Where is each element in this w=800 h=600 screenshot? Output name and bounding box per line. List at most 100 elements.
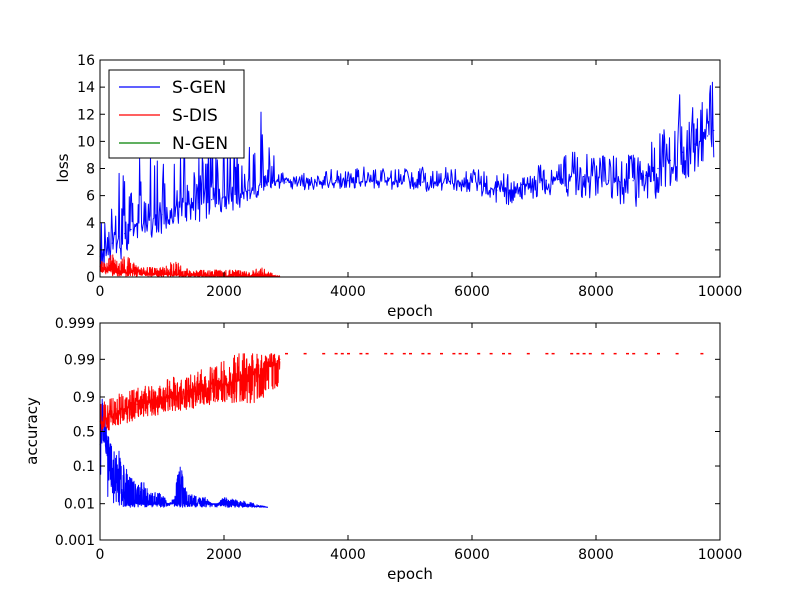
loss-series-s-gen-point: [322, 181, 324, 183]
accuracy-series-s-gen-point: [167, 503, 169, 505]
accuracy-series-s-dis-point: [105, 417, 107, 419]
accuracy-series-s-gen-point: [192, 503, 194, 505]
loss-series-s-gen-point: [409, 181, 411, 183]
loss-series-s-gen-point: [118, 235, 120, 237]
legend: S-GEN S-DIS N-GEN: [108, 69, 245, 159]
loss-series-s-gen-point: [496, 189, 498, 191]
loss-series-s-gen-point: [273, 180, 275, 182]
loss-series-s-dis-point: [211, 275, 213, 277]
loss-series-s-gen-point: [124, 233, 126, 235]
loss-y-tick-label: 12: [77, 107, 95, 123]
loss-series-s-gen-point: [161, 214, 163, 216]
accuracy-series-s-gen-point: [211, 503, 213, 505]
legend-label-n-gen: N-GEN: [172, 134, 228, 154]
loss-series-s-gen-point: [545, 180, 548, 182]
loss-series-s-gen-point: [136, 224, 138, 227]
legend-label-s-gen: S-GEN: [172, 78, 226, 98]
loss-series-s-gen-point: [645, 174, 647, 176]
loss-y-tick-label: 16: [77, 53, 95, 69]
accuracy-series-s-gen-point: [114, 485, 117, 487]
loss-y-tick-label: 10: [77, 134, 95, 150]
accuracy-series-s-dis-point: [273, 365, 275, 367]
loss-series-s-gen-point: [310, 181, 312, 183]
accuracy-x-tick-label: 8000: [578, 547, 614, 563]
accuracy-series-s-dis-noise: [99, 353, 281, 432]
loss-series-s-gen-point: [372, 180, 374, 182]
loss-series-s-gen-point: [266, 181, 268, 183]
loss-y-tick-label: 2: [86, 243, 95, 259]
accuracy-series-s-gen-point: [108, 469, 110, 471]
accuracy-y-tick-label: 0.99: [64, 352, 95, 368]
accuracy-y-ticks: 0.001 0.01 0.1 0.5 0.9 0.99 0.999: [55, 316, 720, 549]
accuracy-series-s-gen-point: [124, 496, 126, 498]
loss-x-tick-label: 4000: [330, 284, 366, 300]
loss-series-s-gen-point: [105, 249, 107, 251]
accuracy-series-s-dis-point: [130, 405, 132, 408]
accuracy-series-s-gen-point: [180, 503, 182, 505]
accuracy-series-s-dis-point: [118, 411, 120, 413]
loss-x-ticks: 0 2000 4000 6000 8000 10000: [96, 60, 742, 300]
loss-series-s-gen-point: [595, 176, 597, 178]
loss-series-s-gen-point: [533, 181, 535, 183]
accuracy-x-tick-label: 10000: [698, 547, 743, 563]
loss-series-s-dis-point: [173, 273, 175, 276]
accuracy-series-s-dis-point: [186, 392, 188, 394]
accuracy-x-tick-label: 4000: [330, 547, 366, 563]
loss-y-ticks: 0 2 4 6 8 10 12 14 16: [77, 53, 720, 286]
accuracy-series-s-gen-point: [173, 503, 175, 505]
accuracy-y-tick-label: 0.5: [73, 425, 95, 441]
accuracy-y-tick-label: 0.999: [55, 316, 95, 332]
legend-entry-s-dis: S-DIS: [119, 106, 218, 126]
accuracy-y-tick-label: 0.01: [64, 497, 95, 513]
loss-series-s-gen-point: [713, 129, 715, 132]
accuracy-series-s-gen-point: [142, 503, 144, 505]
loss-series-s-gen-point: [130, 228, 132, 231]
legend-entry-n-gen: N-GEN: [119, 134, 228, 154]
accuracy-series-s-gen-noise: [99, 398, 268, 508]
loss-series-s-gen-point: [359, 181, 361, 183]
accuracy-x-tick-label: 6000: [454, 547, 490, 563]
accuracy-y-tick-label: 0.001: [55, 533, 95, 549]
loss-series-s-gen-point: [260, 184, 262, 186]
loss-series-s-gen-point: [211, 199, 213, 201]
loss-series-s-dis-point: [186, 274, 188, 276]
loss-series-s-dis-point: [198, 274, 200, 276]
loss-x-tick-label: 6000: [454, 284, 490, 300]
accuracy-series-s-dis-point: [173, 396, 175, 398]
loss-series-s-gen-point: [384, 180, 386, 182]
accuracy-series-s-dis-point: [136, 403, 138, 405]
loss-series-s-gen-point: [632, 180, 634, 182]
accuracy-series-s-dis-point: [149, 401, 151, 403]
loss-series-s-gen-point: [459, 181, 461, 183]
accuracy-x-ticks: 0 2000 4000 6000 8000 10000: [96, 323, 743, 563]
loss-series-s-gen-point: [149, 219, 151, 221]
loss-series-s-gen-point: [111, 242, 113, 244]
accuracy-series-s-gen-point: [198, 503, 200, 505]
accuracy-series-s-dis-point: [248, 376, 250, 378]
accuracy-x-tick-label: 0: [96, 547, 105, 563]
accuracy-series-s-dis-point: [279, 358, 281, 360]
accuracy-series-s-dis-point: [260, 369, 262, 371]
accuracy-plot-area: [99, 352, 704, 508]
accuracy-series-s-dis-point: [223, 384, 225, 386]
loss-series-s-gen-point: [223, 196, 225, 198]
accuracy-series-s-gen-point: [118, 492, 120, 494]
loss-series-s-gen-point: [657, 167, 659, 170]
accuracy-series-s-dis-point: [124, 409, 126, 411]
accuracy-series-s-gen-point: [155, 503, 157, 505]
accuracy-x-tick-label: 2000: [206, 547, 242, 563]
loss-series-s-gen-point: [483, 185, 485, 187]
loss-series-s-gen-point: [471, 181, 473, 183]
loss-y-tick-label: 8: [86, 162, 95, 178]
loss-series-s-gen-point: [446, 181, 448, 183]
accuracy-series-s-dis-point: [161, 398, 163, 400]
legend-entry-s-gen: S-GEN: [119, 78, 226, 98]
loss-series-s-dis-point: [161, 273, 163, 275]
accuracy-y-tick-label: 0.9: [73, 390, 95, 406]
loss-y-tick-label: 0: [86, 270, 95, 286]
loss-series-s-gen-point: [248, 189, 250, 191]
loss-series-s-dis-point: [105, 268, 107, 270]
accuracy-series-s-gen-point: [149, 503, 151, 505]
accuracy-series-s-dis-point: [111, 416, 113, 418]
